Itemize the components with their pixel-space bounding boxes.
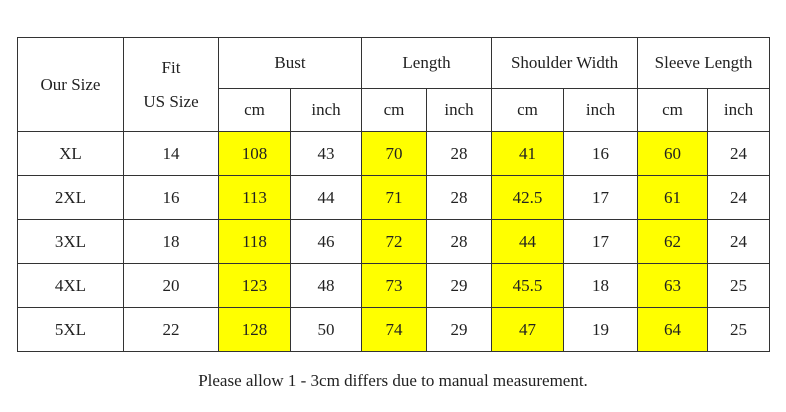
unit-header: inch (290, 88, 362, 132)
unit-header: inch (426, 88, 492, 132)
unit-row: cm inch cm inch cm inch cm inch (18, 88, 771, 132)
value-cell: 28 (426, 131, 492, 176)
value-cell: 123 (218, 263, 291, 308)
fit-header: Fit US Size (123, 37, 219, 132)
value-cell: 24 (707, 175, 771, 220)
value-cell: 62 (637, 219, 709, 264)
value-cell: 24 (707, 219, 771, 264)
value-cell: 60 (637, 131, 709, 176)
value-cell: 14 (123, 131, 219, 176)
unit-header: inch (707, 88, 771, 132)
value-cell: 18 (123, 219, 219, 264)
unit-header: cm (491, 88, 564, 132)
data-row: 2XL 16 113 44 71 28 42.5 17 61 24 (17, 175, 771, 220)
value-cell: 64 (637, 307, 709, 352)
data-row: 5XL 22 128 50 74 29 47 19 64 25 (17, 307, 771, 352)
value-cell: 16 (123, 175, 219, 220)
value-cell: 46 (290, 219, 362, 264)
fit-label: US Size (143, 91, 199, 111)
size-table: Our Size Fit US Size Bust Length Shoulder Wid… (17, 37, 771, 352)
value-cell: 17 (562, 219, 639, 264)
value-cell: 48 (290, 263, 362, 308)
group-header: Length (361, 37, 492, 89)
size-cell: 3XL (17, 219, 124, 264)
value-cell: 24 (707, 131, 771, 176)
value-cell: 42.5 (491, 175, 564, 220)
value-cell: 28 (426, 219, 492, 264)
value-cell: 128 (218, 307, 291, 352)
value-cell: 22 (123, 307, 219, 352)
value-cell: 44 (491, 219, 564, 264)
value-cell: 113 (218, 175, 291, 220)
unit-header: cm (218, 88, 291, 132)
value-cell: 19 (562, 307, 639, 352)
value-cell: 25 (707, 307, 771, 352)
value-cell: 47 (491, 307, 564, 352)
value-cell: 41 (491, 131, 564, 176)
value-cell: 20 (123, 263, 219, 308)
value-cell: 17 (562, 175, 639, 220)
unit-header: cm (361, 88, 427, 132)
data-row: 4XL 20 123 48 73 29 45.5 18 63 25 (17, 263, 771, 308)
value-cell: 45.5 (491, 263, 564, 308)
size-cell: 5XL (17, 307, 124, 352)
note: Please allow 1 - 3cm differs due to manu… (198, 371, 588, 390)
value-cell: 61 (637, 175, 709, 220)
value-cell: 118 (218, 219, 291, 264)
group-header: Sleeve Length (637, 37, 771, 89)
unit-header: cm (637, 88, 709, 132)
value-cell: 50 (290, 307, 362, 352)
value-cell: 44 (290, 175, 362, 220)
fit-label: Fit (161, 57, 181, 77)
group-header: Shoulder Width (490, 37, 639, 89)
value-cell: 29 (426, 307, 492, 352)
value-cell: 71 (361, 175, 427, 220)
corner-header: Our Size (17, 37, 124, 132)
value-cell: 63 (637, 263, 709, 308)
group-header: Bust (218, 37, 362, 89)
value-cell: 16 (562, 131, 639, 176)
size-cell: XL (17, 131, 124, 176)
value-cell: 29 (426, 263, 492, 308)
unit-header: inch (562, 88, 639, 132)
value-cell: 72 (361, 219, 427, 264)
value-cell: 74 (361, 307, 427, 352)
value-cell: 70 (361, 131, 427, 176)
value-cell: 25 (707, 263, 771, 308)
size-cell: 2XL (17, 175, 124, 220)
value-cell: 18 (562, 263, 639, 308)
value-cell: 73 (361, 263, 427, 308)
value-cell: 28 (426, 175, 492, 220)
value-cell: 43 (290, 131, 362, 176)
data-row: XL 14 108 43 70 28 41 16 60 24 (17, 131, 771, 176)
value-cell: 108 (218, 131, 291, 176)
size-cell: 4XL (17, 263, 124, 308)
data-row: 3XL 18 118 46 72 28 44 17 62 24 (17, 219, 771, 264)
header-row: Our Size Fit US Size Bust Length Shoulder Wid… (17, 37, 771, 132)
